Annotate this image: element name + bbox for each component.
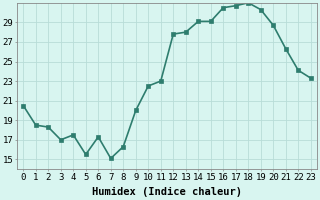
X-axis label: Humidex (Indice chaleur): Humidex (Indice chaleur) (92, 187, 242, 197)
